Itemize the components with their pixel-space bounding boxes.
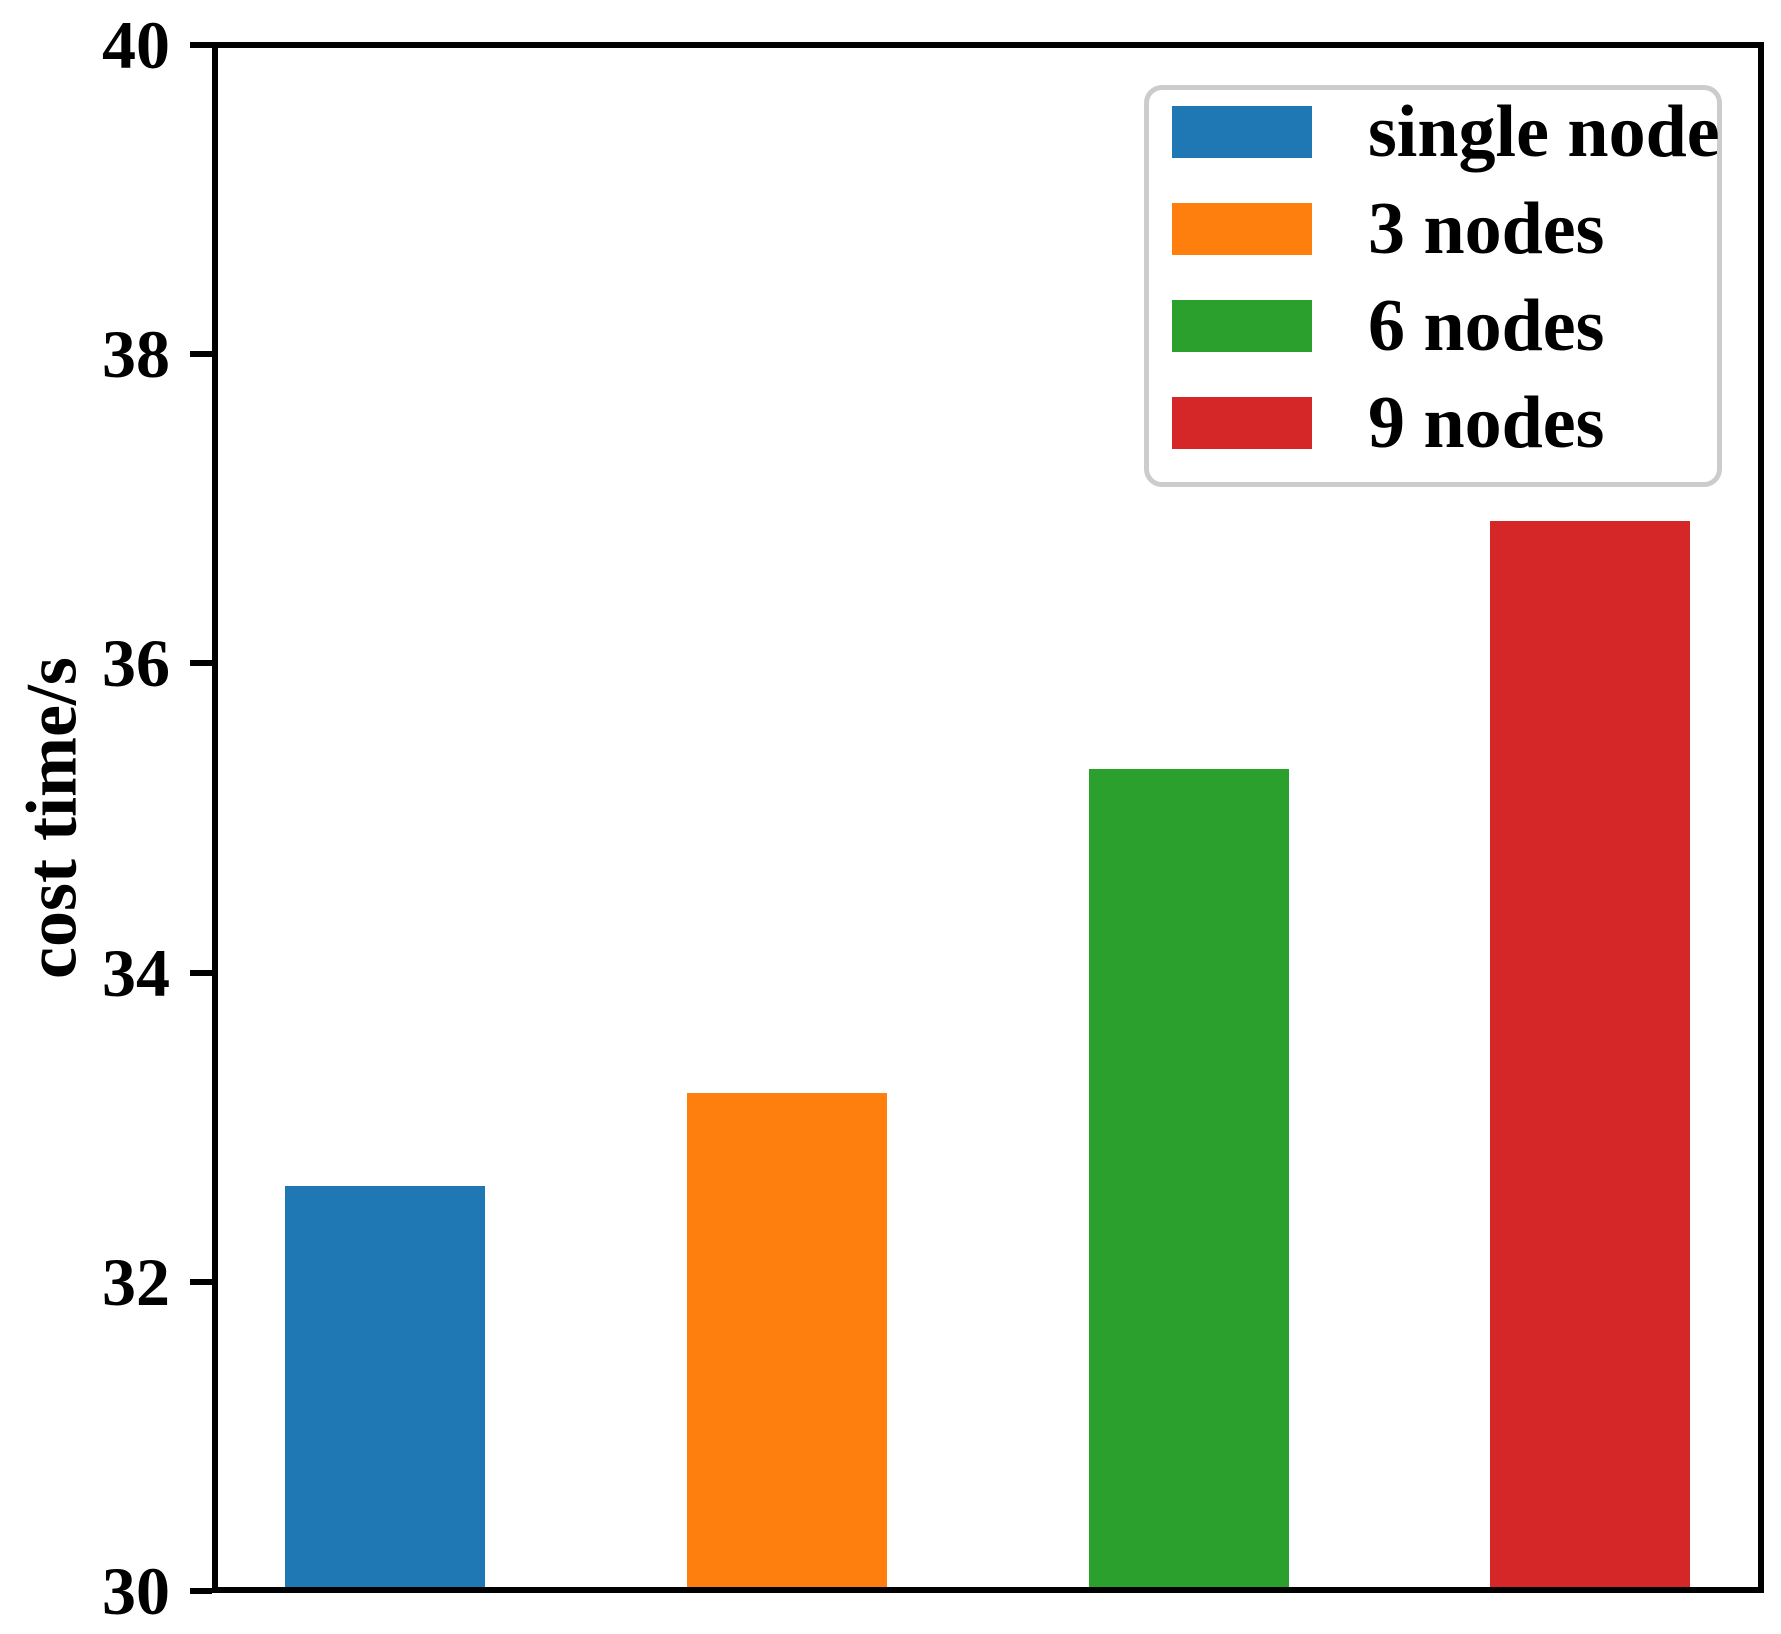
y-tick-mark-34 [190,969,212,976]
y-tick-mark-38 [190,351,212,358]
legend-item-3-nodes: 3 nodes [1172,192,1717,266]
bar-3-nodes [687,1093,887,1588]
bar-single-node [285,1186,485,1588]
legend-swatch-icon [1172,203,1312,255]
y-tick-label-38: 38 [102,316,170,393]
y-tick-label-34: 34 [102,934,170,1011]
legend-swatch-icon [1172,106,1312,158]
legend-entries: single node 3 nodes 6 nodes 9 nodes [1172,95,1720,460]
legend-swatch-icon [1172,397,1312,449]
y-tick-mark-32 [190,1278,212,1285]
legend: single node 3 nodes 6 nodes 9 nodes [1144,85,1722,487]
legend-item-single-node: single node [1172,95,1720,169]
y-tick-label-40: 40 [102,7,170,83]
legend-label: 9 nodes [1368,382,1605,464]
legend-item-6-nodes: 6 nodes [1172,289,1717,363]
legend-label: 3 nodes [1368,188,1605,270]
y-tick-label-30: 30 [102,1553,170,1629]
y-tick-label-36: 36 [102,625,170,702]
y-tick-mark-40 [190,42,212,48]
legend-item-9-nodes: 9 nodes [1172,386,1717,460]
y-tick-mark-36 [190,660,212,667]
legend-swatch-icon [1172,300,1312,352]
y-tick-label-32: 32 [102,1243,170,1320]
y-tick-mark-30 [190,1588,212,1594]
legend-label: single node [1368,91,1720,173]
bar-6-nodes [1089,768,1289,1588]
bar-9-nodes [1490,521,1690,1588]
legend-label: 6 nodes [1368,285,1605,367]
